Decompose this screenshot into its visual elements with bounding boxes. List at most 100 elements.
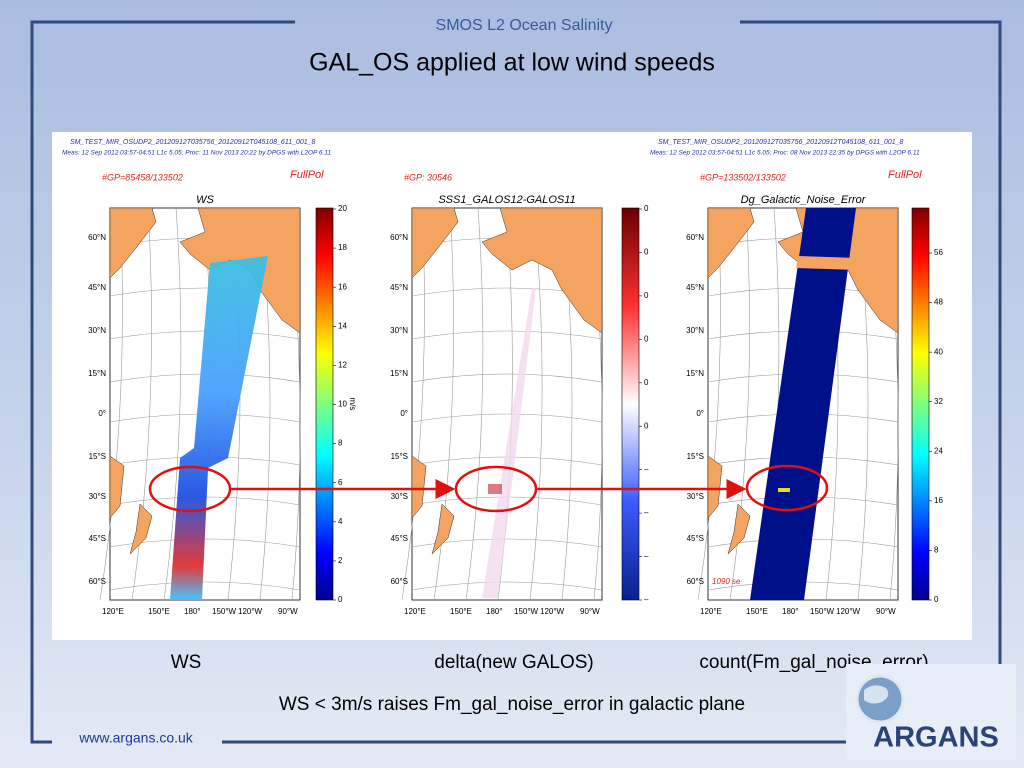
meas-info: Meas: 12 Sep 2012 03:57-04:51 L1c 5.05; … <box>62 150 331 157</box>
colorbar-label: 0 <box>338 595 343 604</box>
lat-label: 30°S <box>391 492 408 501</box>
colorbar-label: – <box>644 465 649 474</box>
colorbar-label: – <box>644 508 649 517</box>
swath-spot <box>778 488 790 492</box>
colorbar-label: 40 <box>934 347 943 356</box>
land <box>109 455 125 519</box>
land <box>707 455 723 519</box>
file-name: SM_TEST_MIR_OSUDP2_20120912T035756_20120… <box>658 139 904 146</box>
colorbar-label: 0 <box>644 291 649 300</box>
highlight-ellipse <box>454 465 538 513</box>
swath <box>750 208 856 600</box>
brand: SMOS L2 Ocean Salinity <box>436 17 613 34</box>
meridian <box>131 207 152 601</box>
file-name: SM_TEST_MIR_OSUDP2_20120912T035756_20120… <box>70 139 316 146</box>
colorbar-label: 56 <box>934 248 943 257</box>
land <box>727 503 751 555</box>
lon-label: 120°W <box>836 607 861 616</box>
land <box>411 207 459 279</box>
meridian <box>465 207 484 601</box>
panel-title: Dg_Galactic_Noise_Error <box>741 194 867 206</box>
lon-label: 150°E <box>148 607 170 616</box>
lat-label: 0° <box>400 409 408 418</box>
logo-cloud <box>864 685 889 704</box>
lon-label: 120°E <box>102 607 124 616</box>
land <box>129 503 153 555</box>
caption: WS <box>171 652 202 673</box>
panel-title: WS <box>196 194 214 206</box>
lat-label: 15°N <box>686 369 704 378</box>
highlight-ellipse <box>148 465 232 513</box>
lat-label: 30°S <box>687 492 704 501</box>
lat-label: 60°N <box>88 233 106 242</box>
map <box>99 207 301 601</box>
colorbar-label: – <box>644 595 649 604</box>
colorbar-label: 24 <box>934 446 943 455</box>
colorbar-label: 0 <box>934 595 939 604</box>
lon-label: 150°E <box>746 607 768 616</box>
lat-label: 60°N <box>390 233 408 242</box>
colorbar-label: 0 <box>644 248 649 257</box>
lat-label: 60°S <box>89 577 106 586</box>
footer-url: www.argans.co.uk <box>78 730 194 746</box>
colorbar-label: 32 <box>934 397 943 406</box>
lon-label: 120°E <box>700 607 722 616</box>
statement: WS < 3m/s raises Fm_gal_noise_error in g… <box>279 694 745 715</box>
logo-text: ARGANS <box>873 722 999 754</box>
parallel <box>411 330 603 340</box>
colorbar <box>315 207 334 601</box>
lat-label: 15°S <box>89 452 106 461</box>
colorbar-label: 0 <box>644 204 649 213</box>
land <box>411 455 427 519</box>
lon-label: 90°W <box>580 607 600 616</box>
colorbar-label: 16 <box>934 496 943 505</box>
map: 1090 se <box>697 207 899 601</box>
lat-label: 45°N <box>686 283 704 292</box>
lat-label: 15°S <box>687 452 704 461</box>
map <box>401 207 603 601</box>
lat-label: 0° <box>98 409 106 418</box>
colorbar-label: – <box>644 552 649 561</box>
lon-label: 180° <box>486 607 503 616</box>
pol-mode: FullPol <box>888 169 922 181</box>
lat-label: 30°N <box>686 326 704 335</box>
lon-label: 150°W <box>810 607 835 616</box>
colorbar-label: 12 <box>338 361 347 370</box>
lon-label: 150°E <box>450 607 472 616</box>
land <box>431 503 455 555</box>
parallel <box>109 581 301 591</box>
lat-label: 15°N <box>390 369 408 378</box>
lat-label: 60°S <box>687 577 704 586</box>
colorbar-label: 0 <box>644 334 649 343</box>
gp-count: #GP: 30546 <box>404 172 452 182</box>
lon-label: 180° <box>184 607 201 616</box>
meas-info: Meas: 12 Sep 2012 03:57-04:51 L1c 5.05; … <box>650 150 920 157</box>
lon-label: 180° <box>782 607 799 616</box>
parallel <box>411 581 603 591</box>
pol-mode: FullPol <box>290 169 324 181</box>
colorbar <box>621 207 640 601</box>
land <box>481 207 603 334</box>
colorbar-unit: m/s <box>348 398 357 411</box>
panel-title: SSS1_GALOS12-GALOS11 <box>438 194 575 206</box>
parallel <box>411 413 603 423</box>
land-band <box>796 256 858 270</box>
parallel <box>411 373 603 383</box>
swath-spot <box>488 484 502 494</box>
gp-count: #GP=85458/133502 <box>102 172 183 182</box>
lat-label: 60°S <box>391 577 408 586</box>
lat-label: 15°N <box>88 369 106 378</box>
lat-label: 45°N <box>390 283 408 292</box>
slide-title: GAL_OS applied at low wind speeds <box>309 49 715 77</box>
colorbar-label: 4 <box>338 517 343 526</box>
land <box>707 207 755 279</box>
lon-label: 120°W <box>540 607 565 616</box>
colorbar-label: 6 <box>338 478 343 487</box>
colorbar-label: 20 <box>338 204 347 213</box>
frame <box>30 20 1002 744</box>
colorbar-label: 10 <box>338 400 347 409</box>
lon-label: 120°W <box>238 607 263 616</box>
lat-label: 45°S <box>89 534 106 543</box>
colorbar <box>911 207 930 601</box>
